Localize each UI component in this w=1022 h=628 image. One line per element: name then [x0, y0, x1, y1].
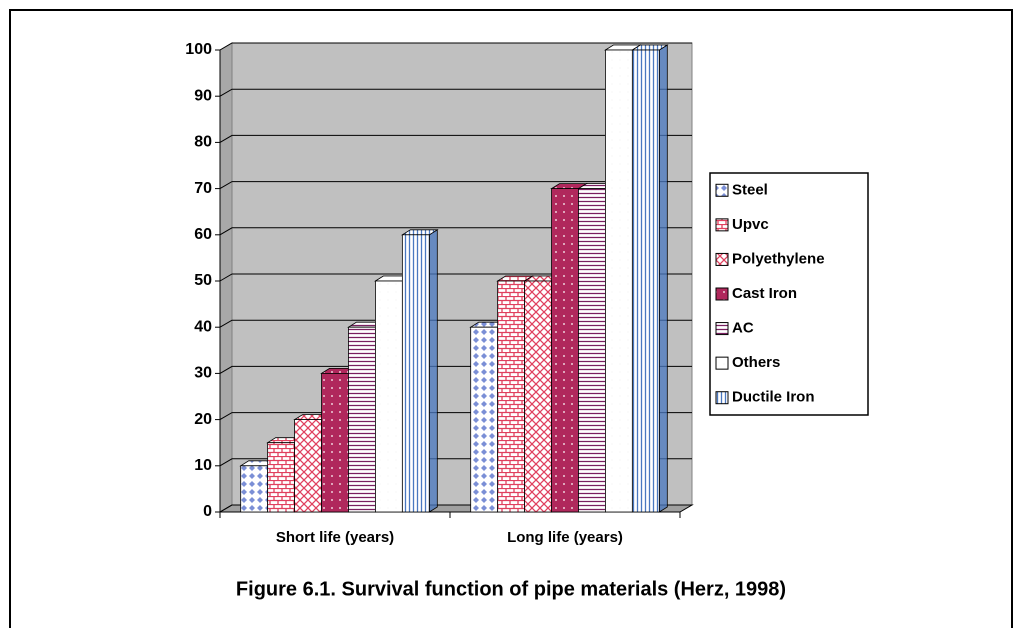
legend-swatch [715, 252, 729, 266]
grid-line [219, 273, 692, 282]
bar-front [267, 442, 295, 513]
y-tick-label: 20 [194, 411, 212, 428]
frame [9, 9, 1013, 628]
bar-front [401, 234, 430, 513]
legend-label: Cast Iron [732, 285, 797, 302]
y-tick-label: 50 [194, 272, 212, 289]
y-tick-label: 60 [194, 226, 212, 243]
bar-front [605, 49, 633, 513]
bar-front [294, 419, 322, 513]
caption: Figure 6.1. Survival function of pipe ma… [236, 578, 786, 600]
bar-front [321, 372, 349, 513]
y-tick-label: 70 [194, 180, 212, 197]
grid-line [219, 42, 692, 51]
bar-front [375, 280, 403, 513]
x-tick-label: Long life (years) [507, 529, 623, 546]
legend-swatch [715, 287, 729, 301]
grid-line [219, 134, 692, 143]
legend-label: AC [732, 320, 754, 337]
bar-front [348, 326, 376, 513]
bar-front [631, 49, 660, 513]
bar [374, 275, 412, 513]
legend-label: Steel [732, 181, 768, 198]
legend-swatch [715, 322, 729, 336]
bar [400, 229, 439, 513]
legend-label: Polyethylene [732, 250, 825, 267]
bar-side [658, 44, 668, 513]
grid-line [219, 88, 692, 97]
x-tick-label: Short life (years) [276, 529, 394, 546]
bar-front [470, 326, 499, 513]
grid-line [219, 181, 692, 190]
bar-front [578, 188, 606, 513]
legend-swatch [715, 356, 729, 370]
bar [630, 44, 669, 513]
bar-front [497, 280, 525, 513]
y-tick-label: 0 [203, 503, 212, 520]
legend-swatch [715, 218, 729, 232]
y-tick-label: 40 [194, 318, 212, 335]
y-tick-label: 90 [194, 87, 212, 104]
y-tick-label: 30 [194, 365, 212, 382]
legend-swatch [715, 391, 729, 405]
bar-front [240, 465, 269, 513]
legend-box [709, 172, 869, 416]
y-tick-label: 100 [185, 41, 212, 58]
bar-side [428, 229, 438, 513]
bar-front [551, 188, 579, 513]
grid-line [219, 227, 692, 236]
legend-swatch [715, 183, 729, 197]
y-tick-label: 80 [194, 134, 212, 151]
legend-label: Upvc [732, 216, 769, 233]
legend-label: Ductile Iron [732, 389, 815, 406]
legend-label: Others [732, 354, 780, 371]
y-tick-label: 10 [194, 457, 212, 474]
bar-front [524, 280, 552, 513]
